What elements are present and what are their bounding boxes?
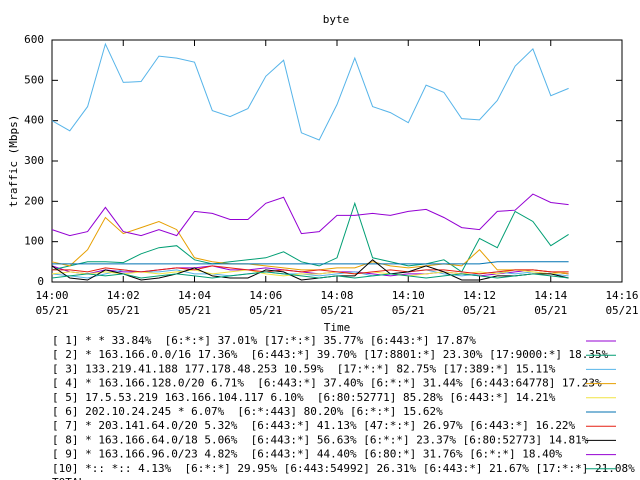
series-line <box>51 216 569 275</box>
x-tick-label: 14:04 05/21 <box>178 289 211 317</box>
legend-label: TOTAL <box>52 476 85 480</box>
x-tick-label: 14:16 05/21 <box>605 289 638 317</box>
series-line <box>51 271 569 279</box>
series-line <box>51 193 569 237</box>
x-tick-label: 14:14 05/21 <box>534 289 567 317</box>
y-tick-label: 100 <box>24 235 44 248</box>
series-line <box>51 259 569 281</box>
x-tick-label: 14:12 05/21 <box>463 289 496 317</box>
legend-label: [ 7] * 203.141.64.0/20 5.32% [6:443:*] 4… <box>52 419 576 432</box>
x-tick-label: 14:08 05/21 <box>320 289 353 317</box>
y-tick-label: 200 <box>24 194 44 207</box>
series-line <box>51 42 569 141</box>
series-line <box>52 265 569 275</box>
legend-label: [ 9] * 163.166.96.0/23 4.82% [6:443:*] 4… <box>52 448 562 461</box>
x-tick-label: 14:06 05/21 <box>249 289 282 317</box>
legend-label: [ 2] * 163.166.0.0/16 17.36% [6:443:*] 3… <box>52 348 609 361</box>
legend-label: [ 5] 17.5.53.219 163.166.104.117 6.10% [… <box>52 391 556 404</box>
series-line <box>51 269 569 277</box>
x-axis-label: Time <box>324 321 351 334</box>
legend-label: [ 4] * 163.166.128.0/20 6.71% [6:443:*] … <box>52 377 602 390</box>
legend-label: [10] *:: *:: 4.13% [6:*:*] 29.95% [6:443… <box>52 462 635 475</box>
series-line <box>51 201 569 273</box>
legend-label: [ 1] * * 33.84% [6:*:*] 37.01% [17:*:*] … <box>52 334 476 347</box>
y-axis-label: traffic (Mbps) <box>7 115 20 208</box>
x-tick-label: 14:02 05/21 <box>107 289 140 317</box>
legend-label: [ 8] * 163.166.64.0/18 5.06% [6:443:*] 5… <box>52 433 589 446</box>
y-tick-label: 500 <box>24 73 44 86</box>
y-tick-label: 300 <box>24 154 44 167</box>
legend-label: [ 3] 133.219.41.188 177.178.48.253 10.59… <box>52 362 556 375</box>
x-tick-label: 14:10 05/21 <box>392 289 425 317</box>
series-line <box>52 261 569 265</box>
x-tick-label: 14:00 05/21 <box>35 289 68 317</box>
legend-label: [ 6] 202.10.24.245 * 6.07% [6:*:443] 80.… <box>52 405 443 418</box>
y-tick-label: 400 <box>24 114 44 127</box>
y-tick-label: 600 <box>24 33 44 46</box>
y-tick-label: 0 <box>37 275 44 288</box>
chart-title: byte <box>323 13 350 26</box>
plot-frame <box>51 39 623 283</box>
